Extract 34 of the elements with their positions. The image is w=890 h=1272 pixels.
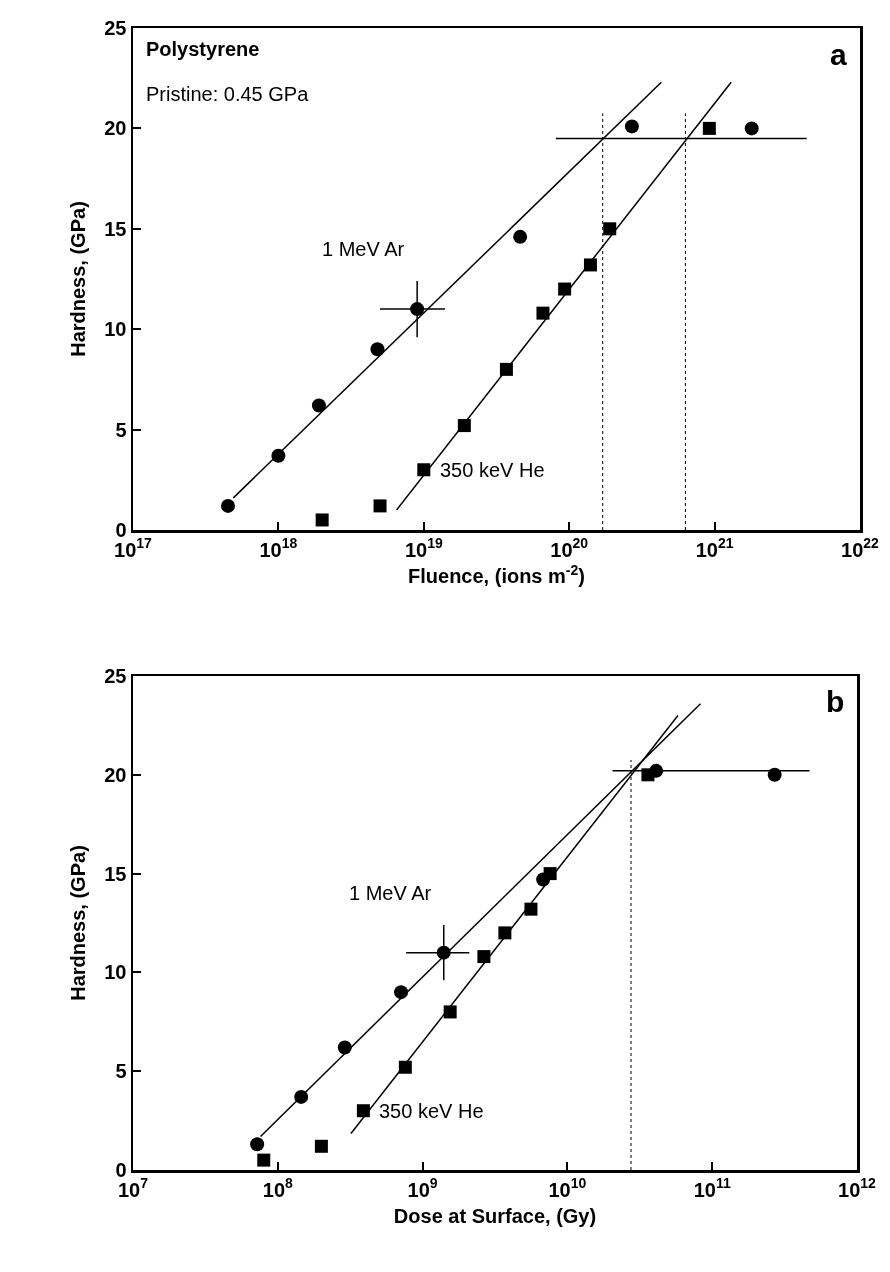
x-tick-label: 10$^{18}$ (259, 535, 298, 561)
y-tick-label: 25 (104, 665, 127, 687)
x-tick-label: 10$^{12}$ (838, 1175, 877, 1201)
x-tick-label: 10$^{10}$ (548, 1175, 587, 1201)
annotation: Pristine: 0.45 GPa (146, 83, 310, 105)
y-tick-label: 0 (115, 1159, 127, 1181)
x-tick-label: 10$^{21}$ (695, 535, 734, 561)
x-tick-label: 10$^{8}$ (262, 1175, 294, 1201)
y-tick-label: 25 (104, 17, 127, 39)
y-tick-label: 5 (115, 1060, 127, 1083)
y-tick-label: 0 (115, 519, 127, 541)
x-tick-label: 10$^{9}$ (407, 1175, 438, 1201)
y-axis-title: Hardness, (GPa) (66, 845, 89, 1001)
text: 1 MeV Ar (322, 238, 405, 260)
y-tick-label: 10 (104, 318, 127, 341)
y-tick-label: 20 (104, 117, 127, 140)
annotation: Polystyrene (146, 38, 260, 60)
x-tick-label: 10$^{20}$ (550, 535, 589, 561)
y-tick-label: 15 (104, 217, 127, 240)
annotation: b (826, 685, 845, 718)
x-tick-label: 10$^{11}$ (693, 1175, 731, 1201)
text: 1 MeV Ar (349, 882, 432, 904)
y-tick-label: 15 (104, 862, 127, 885)
x-tick-label: 10$^{19}$ (404, 535, 443, 561)
series-label: 350 keV He (440, 459, 545, 481)
annotation: a (830, 38, 847, 71)
y-tick-label: 5 (115, 418, 127, 441)
x-axis-title: Dose at Surface, (Gy) (393, 1205, 597, 1228)
x-axis-title: Fluence, (ions m$^{-2}$) (408, 561, 585, 588)
y-tick-label: 20 (104, 763, 127, 786)
y-axis-title: Hardness, (GPa) (66, 201, 89, 357)
series-label: 350 keV He (379, 1100, 484, 1122)
y-tick-label: 10 (104, 961, 127, 984)
x-tick-label: 10$^{22}$ (841, 535, 880, 561)
